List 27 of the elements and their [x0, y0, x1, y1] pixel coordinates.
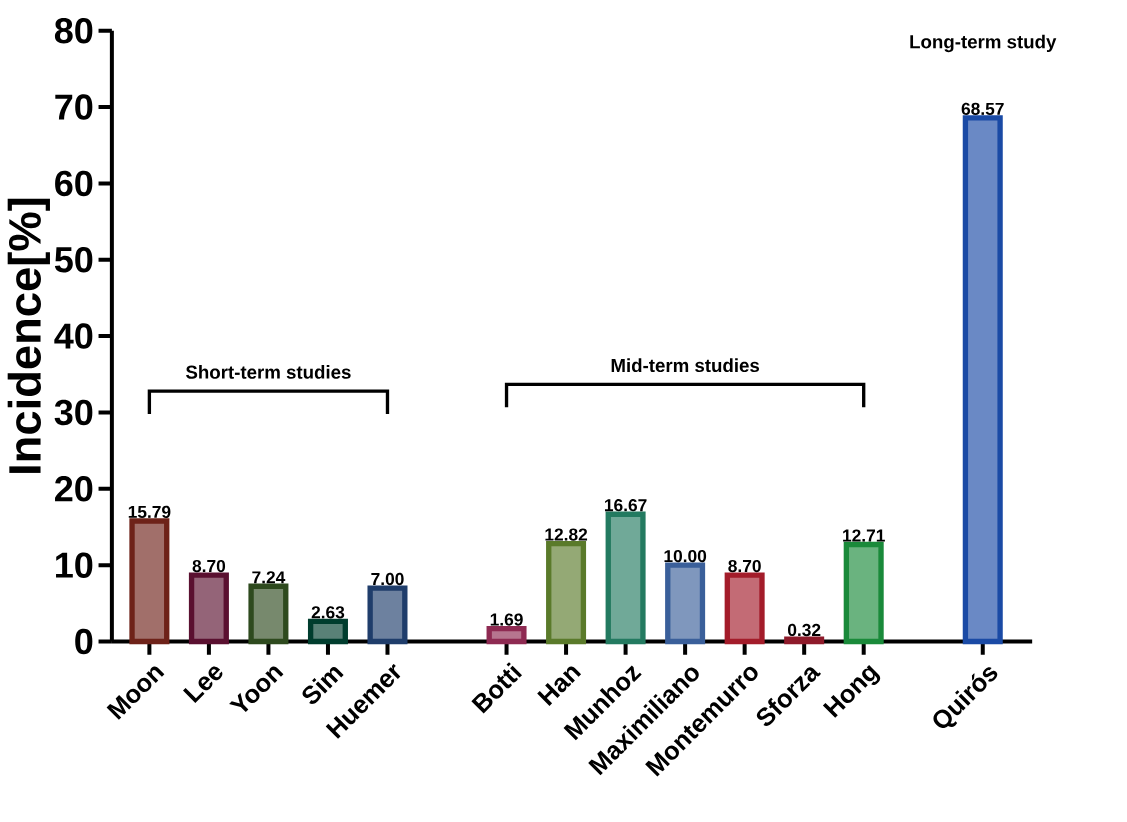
- data-label: 0.32: [787, 624, 821, 637]
- y-tick-label: 60: [55, 170, 93, 197]
- annotation: Mid-term studies: [611, 358, 760, 373]
- data-label: 12.71: [843, 529, 885, 542]
- data-label: 1.69: [490, 613, 523, 626]
- y-tick-label: 50: [54, 247, 93, 273]
- annotation: Short-term studies: [185, 365, 351, 380]
- data-label: 7.24: [252, 571, 286, 584]
- annotation: Long-term study: [910, 34, 1057, 53]
- y-tick-label: 20: [55, 476, 93, 502]
- y-tick-label: 40: [54, 323, 93, 350]
- y-tick-label: 30: [54, 399, 93, 426]
- data-label: 16.67: [604, 499, 647, 512]
- y-tick-label: 70: [55, 94, 93, 120]
- data-label: 12.82: [545, 528, 588, 541]
- data-label: 10.00: [664, 550, 707, 563]
- x-tick-label: Lee: [183, 666, 223, 704]
- data-label: 15.79: [128, 505, 171, 519]
- y-tick-label: 80: [54, 18, 93, 44]
- y-axis-title: Incidence[%]: [7, 199, 50, 474]
- data-label: 2.63: [311, 606, 345, 619]
- data-label: 68.57: [961, 102, 1004, 116]
- data-label: 8.70: [728, 560, 761, 573]
- y-tick-label: 0: [75, 628, 93, 655]
- data-label: 7.00: [371, 573, 404, 586]
- data-label: 8.70: [192, 560, 226, 573]
- y-tick-label: 10: [56, 552, 93, 579]
